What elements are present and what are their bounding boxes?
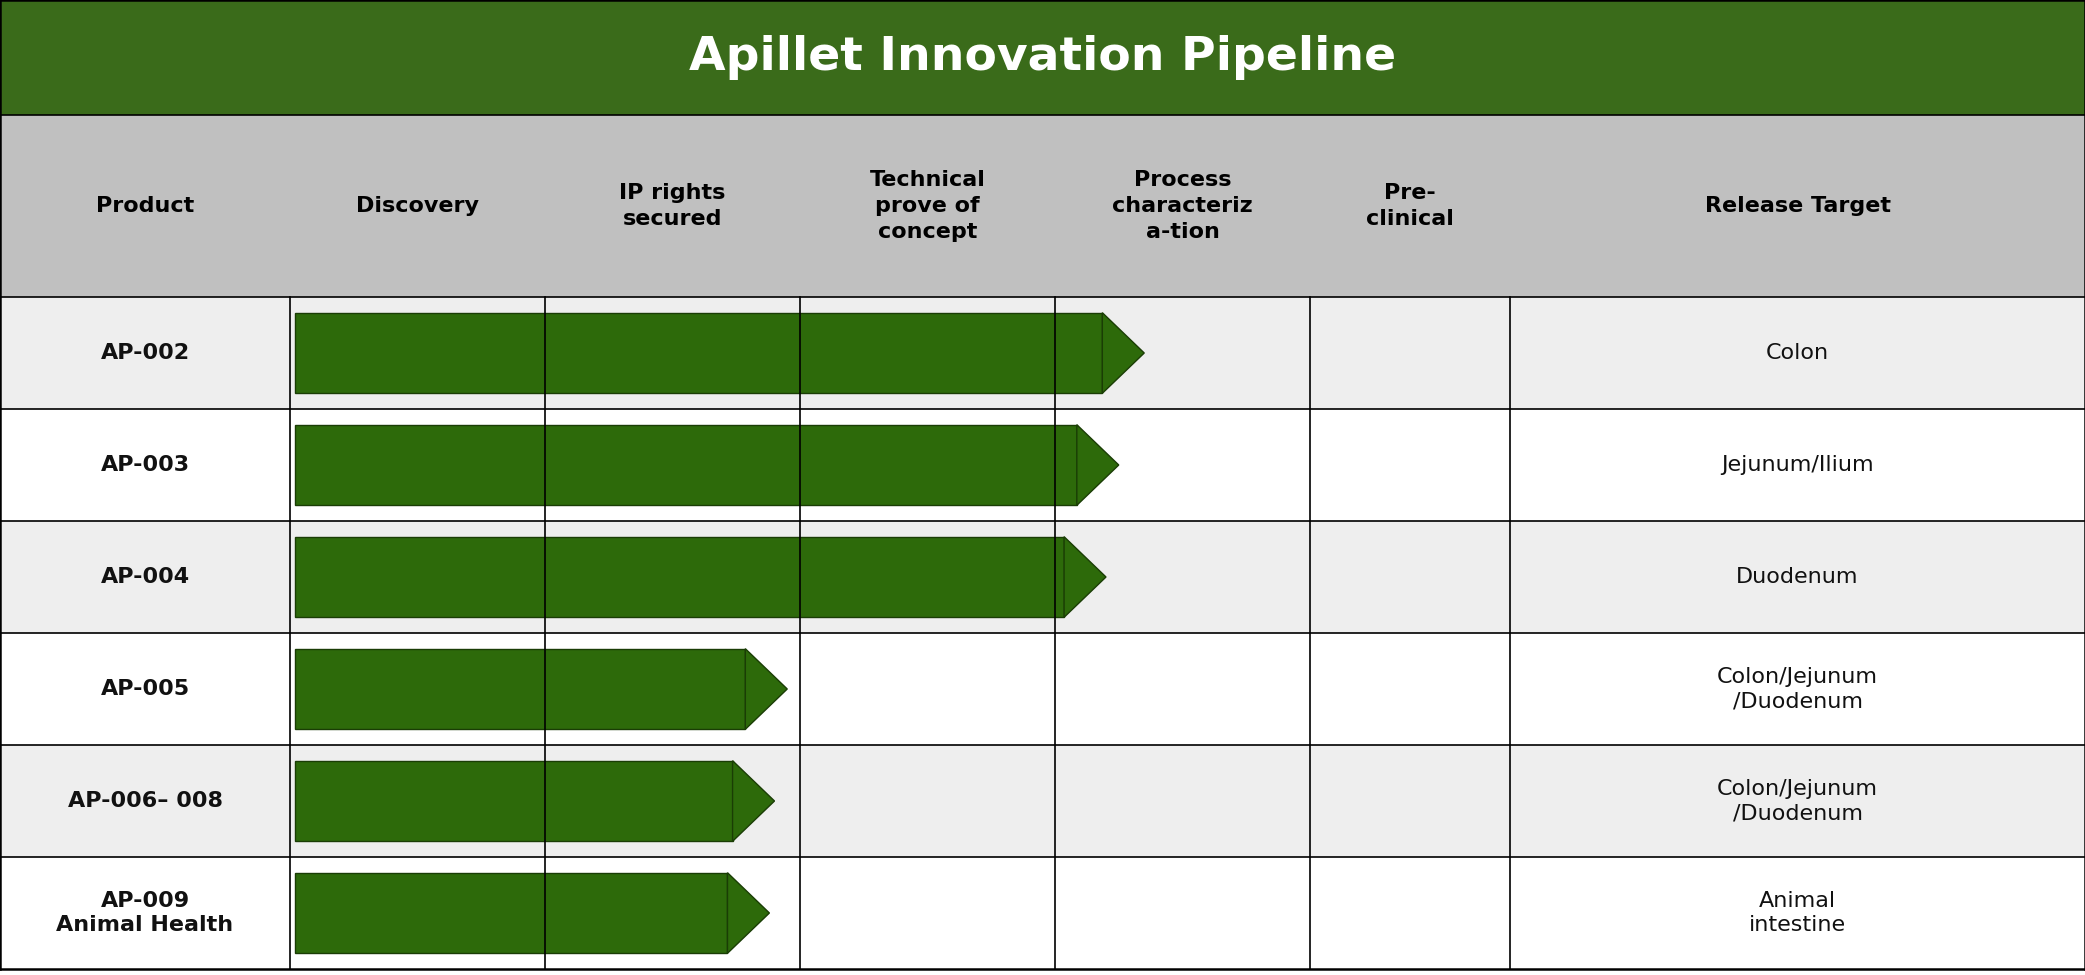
Bar — [294, 313, 1103, 393]
Bar — [0, 633, 2085, 745]
Text: Process
characteriz
a-tion: Process characteriz a-tion — [1111, 170, 1253, 243]
Text: AP-009
Animal Health: AP-009 Animal Health — [56, 890, 234, 935]
Text: AP-004: AP-004 — [100, 567, 190, 587]
Text: Pre-
clinical: Pre- clinical — [1366, 182, 1453, 229]
Text: Discovery: Discovery — [357, 196, 480, 216]
Text: Colon/Jejunum
/Duodenum: Colon/Jejunum /Duodenum — [1718, 667, 1879, 712]
Polygon shape — [1103, 313, 1145, 393]
Text: AP-005: AP-005 — [100, 679, 190, 699]
Bar — [0, 857, 2085, 969]
Bar — [294, 648, 744, 729]
Text: AP-002: AP-002 — [100, 343, 190, 363]
Bar — [294, 760, 732, 841]
Text: AP-003: AP-003 — [100, 455, 190, 475]
Polygon shape — [732, 760, 774, 841]
Text: Colon: Colon — [1766, 343, 1829, 363]
Bar — [0, 0, 2085, 115]
Polygon shape — [728, 873, 769, 954]
Text: Apillet Innovation Pipeline: Apillet Innovation Pipeline — [688, 35, 1397, 80]
Text: IP rights
secured: IP rights secured — [619, 182, 726, 229]
Bar — [0, 745, 2085, 857]
Bar — [0, 521, 2085, 633]
Bar — [294, 873, 728, 954]
Bar — [294, 536, 1063, 617]
Text: Product: Product — [96, 196, 194, 216]
Text: Release Target: Release Target — [1706, 196, 1891, 216]
Text: Animal
intestine: Animal intestine — [1749, 890, 1845, 935]
Text: Technical
prove of
concept: Technical prove of concept — [869, 170, 986, 243]
Bar — [294, 425, 1076, 505]
Text: Colon/Jejunum
/Duodenum: Colon/Jejunum /Duodenum — [1718, 779, 1879, 824]
Text: AP-006– 008: AP-006– 008 — [67, 791, 223, 811]
Text: Duodenum: Duodenum — [1737, 567, 1858, 587]
Bar — [0, 115, 2085, 297]
Text: Jejunum/Ilium: Jejunum/Ilium — [1722, 455, 1874, 475]
Bar — [0, 297, 2085, 409]
Polygon shape — [1063, 536, 1105, 617]
Bar — [0, 409, 2085, 521]
Polygon shape — [1076, 425, 1120, 505]
Polygon shape — [744, 648, 788, 729]
